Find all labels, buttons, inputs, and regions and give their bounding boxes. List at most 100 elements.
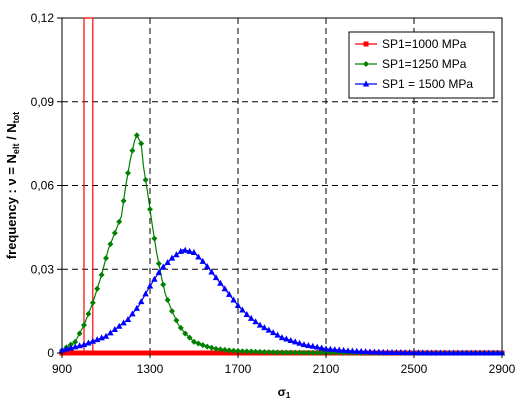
legend-swatch-marker xyxy=(363,61,369,67)
data-point xyxy=(182,330,189,337)
data-point xyxy=(305,349,312,356)
data-point xyxy=(252,348,259,355)
data-point xyxy=(336,346,343,353)
data-point xyxy=(309,342,316,349)
data-point xyxy=(208,268,215,275)
data-point xyxy=(212,274,220,281)
data-point xyxy=(397,349,404,356)
data-point xyxy=(230,296,237,303)
data-point xyxy=(103,255,109,262)
data-point xyxy=(160,281,167,288)
x-tick-label: 2100 xyxy=(313,362,340,376)
data-point xyxy=(424,349,431,356)
data-point xyxy=(182,246,189,253)
data-point xyxy=(213,345,219,352)
x-tick-label: 2900 xyxy=(489,362,516,376)
data-point xyxy=(111,326,118,333)
data-point xyxy=(265,326,272,333)
data-point xyxy=(353,347,360,354)
data-point xyxy=(344,347,352,354)
data-point xyxy=(485,349,492,356)
data-point xyxy=(292,338,299,345)
data-point xyxy=(296,339,303,346)
y-axis-title-part: frequency : ν = N xyxy=(4,154,19,259)
data-point xyxy=(80,341,88,348)
x-tick-label: 1300 xyxy=(137,362,164,376)
data-point xyxy=(147,206,153,213)
data-point xyxy=(261,324,268,331)
data-point xyxy=(314,349,321,356)
data-point xyxy=(287,336,294,343)
data-point xyxy=(472,349,479,356)
data-point xyxy=(190,249,198,255)
data-point xyxy=(278,334,286,341)
y-axis-title-subscript: elt xyxy=(11,144,21,155)
data-point xyxy=(239,306,246,313)
legend-entry: SP1=1000 MPa xyxy=(355,37,467,51)
data-point xyxy=(72,338,79,345)
data-point xyxy=(274,349,281,356)
data-point xyxy=(116,322,123,329)
data-point xyxy=(441,349,448,356)
legend-label: SP1=1250 MPa xyxy=(382,57,467,71)
y-axis-title-part: / N xyxy=(4,123,19,143)
data-point xyxy=(107,241,114,248)
data-point xyxy=(155,260,162,267)
data-point xyxy=(173,251,180,258)
y-axis-title-subscript: tot xyxy=(11,112,21,124)
data-point xyxy=(371,348,378,355)
data-point xyxy=(252,318,259,325)
data-point xyxy=(375,348,382,355)
data-point xyxy=(169,308,175,315)
x-tick-label: 1700 xyxy=(225,362,252,376)
data-point xyxy=(432,349,440,356)
data-point xyxy=(116,218,123,225)
data-point xyxy=(437,349,444,356)
data-point xyxy=(230,347,237,354)
data-point xyxy=(305,341,312,348)
data-point xyxy=(490,349,497,356)
data-point xyxy=(283,349,290,356)
data-point xyxy=(125,169,131,176)
data-point xyxy=(366,348,374,355)
data-point xyxy=(94,336,101,343)
data-point xyxy=(349,347,356,354)
data-point xyxy=(133,304,140,311)
data-point xyxy=(142,290,149,297)
data-point xyxy=(102,332,110,339)
data-point xyxy=(133,132,140,139)
data-point xyxy=(138,298,145,305)
data-point xyxy=(85,339,92,346)
data-point xyxy=(301,349,307,356)
data-point xyxy=(388,348,396,355)
y-tick-label: 0,09 xyxy=(31,95,55,109)
data-point xyxy=(204,343,211,350)
legend-box xyxy=(348,31,495,99)
data-point xyxy=(446,349,453,356)
data-point xyxy=(164,296,171,303)
y-axis-title: frequency : ν = Nelt / Ntot xyxy=(4,112,21,259)
legend-label: SP1=1000 MPa xyxy=(382,37,467,51)
x-axis-title-subscript: 1 xyxy=(286,391,291,400)
y-tick-label: 0 xyxy=(47,346,54,360)
data-point xyxy=(292,349,299,356)
data-point xyxy=(274,331,281,338)
axes: 900 1300 1700 2100 2500 2900 0 0,03 0,06 0,09 0,12 xyxy=(31,11,516,376)
legend-label: SP1 = 1500 MPa xyxy=(382,77,473,91)
data-point xyxy=(186,334,193,341)
data-point xyxy=(270,329,277,336)
data-point xyxy=(331,346,338,353)
data-point xyxy=(173,317,180,324)
data-point xyxy=(129,147,136,154)
data-point xyxy=(287,349,294,356)
data-point xyxy=(419,349,426,356)
data-point xyxy=(309,349,316,356)
data-point xyxy=(340,346,347,353)
data-point xyxy=(146,282,154,289)
data-point xyxy=(463,349,470,356)
data-point xyxy=(459,349,466,356)
data-point xyxy=(393,348,400,355)
data-point xyxy=(406,349,413,356)
data-point xyxy=(199,257,206,264)
